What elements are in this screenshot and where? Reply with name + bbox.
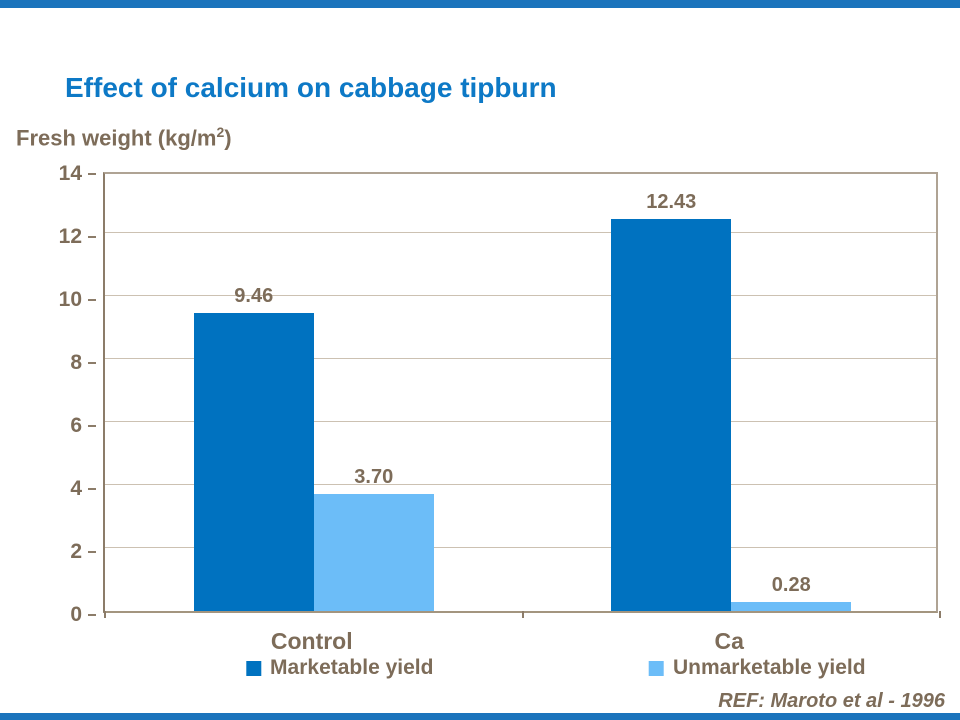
top-accent-bar: [0, 0, 960, 8]
y-axis-title-text: Fresh weight (kg/m: [16, 125, 217, 151]
legend-swatch-icon: [648, 660, 664, 676]
reference-citation: REF: Maroto et al - 1996: [718, 690, 945, 712]
y-tick-mark-0: [88, 614, 96, 616]
legend-item-unmarketable: Unmarketable yield: [648, 656, 866, 680]
gridline-y2: [105, 547, 936, 548]
legend-swatch-icon: [246, 660, 262, 676]
y-tick-label-8: 8: [70, 351, 82, 374]
gridline-y10: [105, 295, 936, 296]
y-tick-mark-8: [88, 362, 96, 364]
y-axis: 0 2 4 6 8 10 12 14: [0, 162, 96, 626]
legend-item-marketable: Marketable yield: [246, 656, 433, 680]
legend: Marketable yield Unmarketable yield: [103, 656, 938, 682]
y-axis-title-close: ): [224, 125, 232, 151]
x-tick-mark-0: [104, 611, 106, 618]
y-tick-label-10: 10: [58, 288, 82, 311]
y-tick-mark-4: [88, 488, 96, 490]
bar-ca-marketable: [611, 219, 732, 611]
y-tick-label-12: 12: [58, 225, 82, 248]
bar-value-label: 9.46: [234, 285, 274, 308]
x-axis-category-labels: Control Ca: [103, 628, 938, 656]
category-label-ca: Ca: [714, 628, 744, 654]
bottom-accent-bar: [0, 713, 960, 720]
y-axis-title: Fresh weight (kg/m2): [16, 124, 232, 151]
x-tick-mark-1: [521, 611, 524, 618]
bar-value-label: 12.43: [646, 191, 697, 214]
y-tick-mark-14: [88, 173, 96, 175]
y-tick-label-14: 14: [58, 162, 82, 185]
y-tick-label-4: 4: [70, 477, 82, 500]
y-axis-title-superscript: 2: [216, 124, 225, 140]
y-tick-label-0: 0: [70, 603, 82, 626]
bar-ca-unmarketable: [731, 602, 852, 611]
category-label-control: Control: [270, 628, 353, 654]
gridline-y8: [105, 358, 936, 359]
bar-value-label: 0.28: [771, 574, 811, 597]
legend-label: Marketable yield: [270, 656, 434, 679]
gridline-y12: [105, 232, 936, 233]
y-tick-mark-2: [88, 551, 96, 553]
y-tick-mark-6: [88, 425, 96, 427]
y-tick-label-2: 2: [70, 540, 82, 563]
y-tick-mark-10: [88, 299, 96, 301]
plot-area: 9.46 12.43 3.70 0.28: [103, 172, 941, 618]
chart-title: Effect of calcium on cabbage tipburn: [65, 72, 557, 103]
legend-label: Unmarketable yield: [672, 656, 866, 679]
x-tick-mark-2: [939, 611, 941, 618]
y-tick-mark-12: [88, 236, 96, 238]
bar-value-label: 3.70: [354, 466, 394, 489]
bar-control-marketable: [193, 313, 314, 611]
y-tick-label-6: 6: [70, 414, 82, 437]
bar-control-unmarketable: [313, 494, 434, 611]
gridline-y6: [105, 421, 936, 422]
gridline-y4: [105, 484, 936, 485]
